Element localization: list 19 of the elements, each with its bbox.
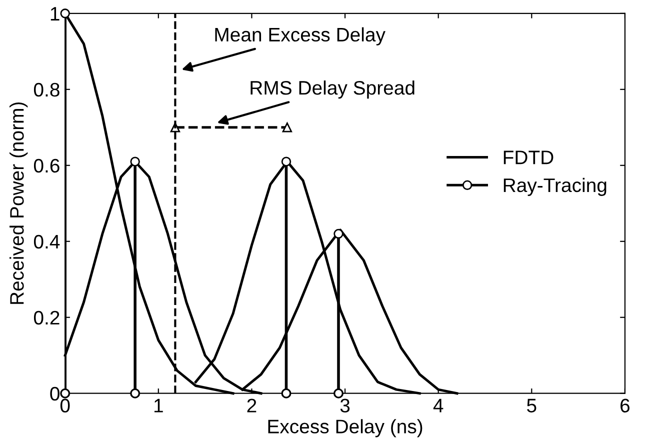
y-tick-label: 0.4 (34, 234, 60, 249)
x-tick-label: 4 (433, 398, 444, 412)
y-tick-label: 1 (50, 7, 60, 20)
x-tick-label: 3 (340, 398, 350, 413)
x-tick-label: 1 (154, 398, 163, 412)
annotation: RMS Delay Spread (250, 80, 414, 99)
x-tick-label: 6 (620, 398, 630, 413)
x-tick-label: 5 (527, 398, 536, 413)
y-tick-label: 0.2 (34, 310, 60, 325)
annotation: Mean Excess Delay (215, 27, 386, 46)
legend-label: Ray-Tracing (504, 178, 606, 196)
y-tick-label: 0 (50, 386, 60, 401)
x-tick-label: 2 (247, 398, 256, 412)
x-tick-label: 0 (60, 398, 70, 413)
y-tick-label: 0.8 (34, 82, 60, 97)
x-axis-title: Excess Delay (ns) (268, 419, 422, 438)
y-axis-title: Received Power (norm) (10, 102, 28, 304)
y-tick-label: 0.6 (34, 158, 60, 173)
legend-label: FDTD (504, 150, 554, 164)
